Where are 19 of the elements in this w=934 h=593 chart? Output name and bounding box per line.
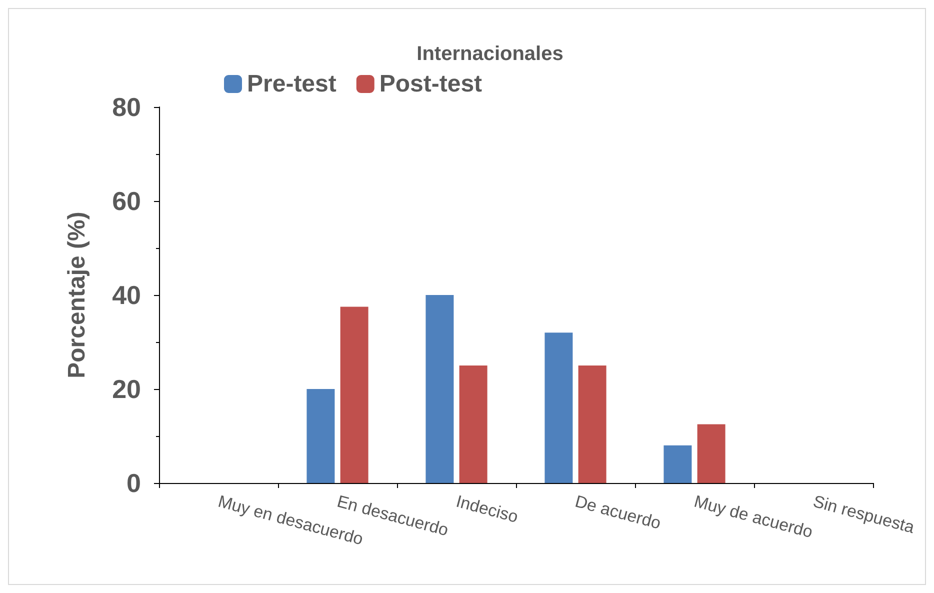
legend-label: Post-test [379, 70, 482, 98]
bar [578, 366, 606, 483]
bar [664, 445, 692, 483]
bar [426, 295, 454, 483]
y-axis-title: Porcentaje (%) [64, 212, 90, 378]
y-tick-label: 20 [112, 374, 141, 404]
bar [340, 306, 368, 483]
x-tick-label: Indeciso [454, 492, 520, 527]
bar [306, 389, 335, 483]
y-tick-label: 60 [112, 186, 141, 216]
y-tick-label: 0 [126, 468, 141, 498]
bar [697, 424, 726, 483]
chart-title: Internacionales [416, 43, 564, 65]
legend-label: Pre-test [247, 70, 336, 98]
x-tick-label: De acuerdo [573, 492, 663, 533]
y-tick-label: 40 [112, 280, 141, 310]
bar [544, 332, 573, 483]
bar [459, 366, 488, 483]
y-tick-label: 80 [112, 92, 141, 122]
